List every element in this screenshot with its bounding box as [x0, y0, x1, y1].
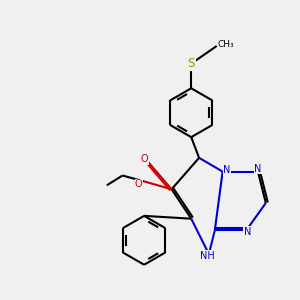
Text: N: N	[224, 165, 231, 175]
Text: S: S	[188, 57, 195, 70]
Text: O: O	[141, 154, 148, 164]
Text: O: O	[135, 179, 142, 189]
Text: N: N	[244, 227, 251, 237]
Text: NH: NH	[200, 250, 215, 260]
Text: CH₃: CH₃	[217, 40, 234, 49]
Text: N: N	[254, 164, 262, 174]
